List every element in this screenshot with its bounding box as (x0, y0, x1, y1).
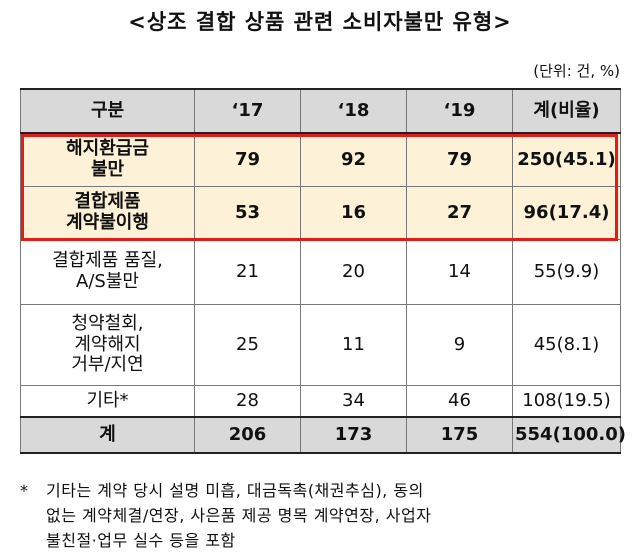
cell-total: 108(19.5) (512, 385, 621, 418)
row-label: 결합제품 품질, A/S불만 (20, 239, 195, 305)
header-total: 계(비율) (512, 88, 621, 134)
row-label: 해지환급금 불만 (20, 132, 195, 187)
table-row: 청약철회, 계약해지 거부/지연 25 11 9 45(8.1) (20, 304, 621, 386)
complaint-table: 구분 ‘17 ‘18 ‘19 계(비율) 해지환급금 불만 79 92 79 2… (20, 88, 626, 454)
cell-2019: 27 (406, 186, 513, 240)
cell-total: 45(8.1) (512, 304, 621, 386)
cell-2019: 79 (406, 132, 513, 187)
header-2017: ‘17 (194, 88, 301, 134)
cell-2018: 20 (300, 239, 407, 305)
row-label: 계 (20, 416, 195, 454)
cell-2017: 79 (194, 132, 301, 187)
table-row: 결합제품 품질, A/S불만 21 20 14 55(9.9) (20, 239, 621, 305)
cell-total: 554(100.0) (512, 416, 626, 454)
footnote-marker: * (20, 481, 29, 500)
header-2019: ‘19 (406, 88, 513, 134)
cell-2017: 25 (194, 304, 301, 386)
cell-2018: 11 (300, 304, 407, 386)
cell-2017: 21 (194, 239, 301, 305)
table-row: 결합제품 계약불이행 53 16 27 96(17.4) (20, 186, 621, 240)
cell-2018: 173 (300, 416, 407, 454)
row-label: 결합제품 계약불이행 (20, 186, 195, 240)
cell-2018: 16 (300, 186, 407, 240)
cell-2017: 206 (194, 416, 301, 454)
header-category: 구분 (20, 88, 195, 134)
cell-total: 55(9.9) (512, 239, 621, 305)
footnote-text-2: 없는 계약체결/연장, 사은품 제공 명목 계약연장, 사업자 (46, 506, 432, 525)
cell-2019: 175 (406, 416, 513, 454)
footnote: * 기타는 계약 당시 설명 미흡, 대금독촉(채권추심), 동의 없는 계약체결… (20, 478, 625, 553)
table-header-row: 구분 ‘17 ‘18 ‘19 계(비율) (20, 88, 621, 134)
cell-2018: 92 (300, 132, 407, 187)
page-title: <상조 결합 상품 관련 소비자불만 유형> (128, 10, 512, 34)
cell-2018: 34 (300, 385, 407, 418)
footnote-line: * 기타는 계약 당시 설명 미흡, 대금독촉(채권추심), 동의 (20, 478, 625, 503)
footnote-text-3: 불친절·업무 실수 등을 포함 (46, 531, 236, 550)
unit-note: (단위: 건, %) (533, 62, 620, 80)
cell-2019: 14 (406, 239, 513, 305)
table-row: 기타* 28 34 46 108(19.5) (20, 385, 621, 418)
cell-2019: 46 (406, 385, 513, 418)
row-label: 기타* (20, 385, 195, 418)
total-row: 계 206 173 175 554(100.0) (20, 416, 626, 454)
cell-2017: 53 (194, 186, 301, 240)
cell-2019: 9 (406, 304, 513, 386)
table-row: 해지환급금 불만 79 92 79 250(45.1) (20, 132, 621, 187)
cell-total: 250(45.1) (512, 132, 621, 187)
cell-total: 96(17.4) (512, 186, 621, 240)
header-2018: ‘18 (300, 88, 407, 134)
cell-2017: 28 (194, 385, 301, 418)
row-label: 청약철회, 계약해지 거부/지연 (20, 304, 195, 386)
footnote-text-1: 기타는 계약 당시 설명 미흡, 대금독촉(채권추심), 동의 (46, 481, 424, 500)
